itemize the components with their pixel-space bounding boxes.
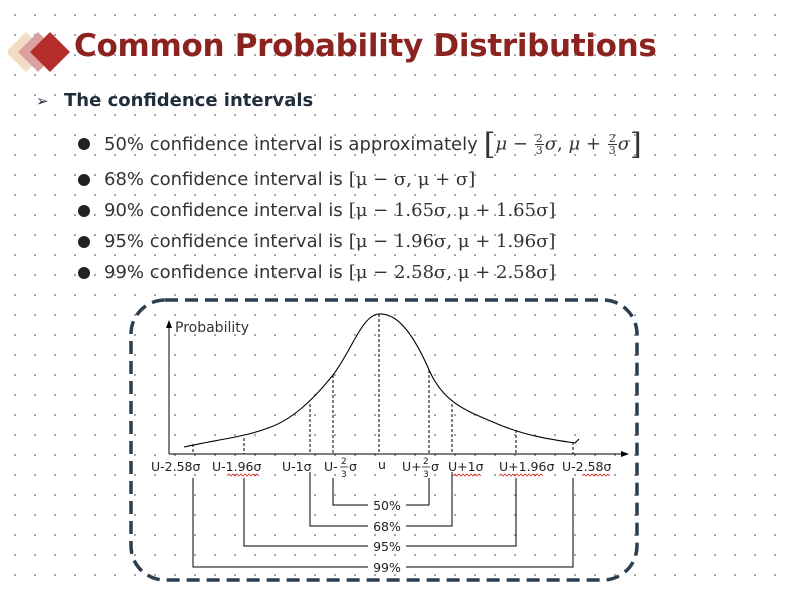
bullet-icon: [78, 204, 90, 217]
interval-text: 95% confidence interval is: [104, 231, 343, 252]
x-axis-arrow-icon: [621, 451, 629, 457]
tick-label-plus-23: U+: [402, 459, 422, 474]
frac-den-minus: 3: [341, 470, 347, 480]
spellcheck-underlines: [226, 473, 611, 477]
tick-label-minus-1: U-1σ: [282, 459, 312, 474]
interval-math: [μ − 2 3 σ, μ + 2 3 σ]: [483, 126, 642, 162]
interval-item-68: 68% confidence interval is [μ − σ, μ + σ…: [78, 164, 642, 195]
squiggle-3: [498, 473, 544, 477]
tick-label-mean: u: [378, 457, 386, 472]
section-heading-text: The confidence intervals: [64, 90, 314, 111]
interval-item-50: 50% confidence interval is approximately…: [78, 124, 642, 164]
frac-sigma-minus: σ: [349, 459, 357, 474]
interval-list: 50% confidence interval is approximately…: [78, 124, 642, 288]
squiggle-1: [226, 473, 260, 477]
interval-math: [μ − 1.65σ, μ + 1.65σ]: [348, 200, 556, 221]
frac-num-plus: 2: [423, 457, 429, 467]
bracket-95: [243, 478, 517, 547]
bullet-icon: [78, 235, 90, 248]
bracket-50: [332, 478, 430, 506]
frac-sigma-plus: σ: [431, 459, 439, 474]
tick-label-minus-196: U-1.96σ: [212, 459, 261, 474]
squiggle-4: [581, 473, 611, 477]
bracket-label-68: 68%: [373, 519, 401, 534]
frac-num-minus: 2: [341, 457, 347, 467]
bullet-icon: [78, 138, 90, 150]
bracket-68: [309, 472, 453, 527]
interval-text: 50% confidence interval is approximately: [104, 133, 478, 155]
section-heading: ➢ The confidence intervals: [36, 90, 313, 111]
interval-item-95: 95% confidence interval is [μ − 1.96σ, μ…: [78, 226, 642, 257]
interval-math: [μ − 2.58σ, μ + 2.58σ]: [348, 262, 556, 283]
tick-label-plus-258: U-2.58σ: [562, 459, 611, 474]
interval-math: [μ − 1.96σ, μ + 1.96σ]: [348, 231, 556, 252]
guide-lines: [192, 314, 574, 454]
squiggle-2: [452, 473, 482, 477]
arrow-bullet-icon: ➢: [36, 92, 49, 110]
diagram-frame: [129, 298, 639, 582]
bullet-icon: [78, 266, 90, 279]
diamond-logo-icon: [8, 32, 70, 72]
tick-label-minus-23: U-: [324, 459, 338, 474]
interval-item-99: 99% confidence interval is [μ − 2.58σ, μ…: [78, 257, 642, 288]
interval-text: 68% confidence interval is: [104, 169, 343, 190]
bracket-99: [192, 478, 574, 568]
interval-item-90: 90% confidence interval is [μ − 1.65σ, μ…: [78, 195, 642, 226]
y-axis-arrow-icon: [166, 320, 172, 328]
interval-text: 99% confidence interval is: [104, 262, 343, 283]
tick-label-plus-1: U+1σ: [448, 459, 484, 474]
interval-brackets: [192, 472, 574, 568]
interval-math: [μ − σ, μ + σ]: [348, 169, 476, 190]
bracket-label-50: 50%: [373, 498, 401, 513]
tick-label-minus-258: U-2.58σ: [151, 459, 200, 474]
bullet-icon: [78, 173, 90, 186]
frac-den-plus: 3: [423, 470, 429, 480]
bracket-label-95: 95%: [373, 539, 401, 554]
interval-text: 90% confidence interval is: [104, 200, 343, 221]
page-title: Common Probability Distributions: [74, 28, 657, 64]
tick-label-plus-196: U+1.96σ: [499, 459, 554, 474]
bracket-label-99: 99%: [373, 560, 401, 575]
y-axis-label: Probability: [175, 320, 249, 336]
